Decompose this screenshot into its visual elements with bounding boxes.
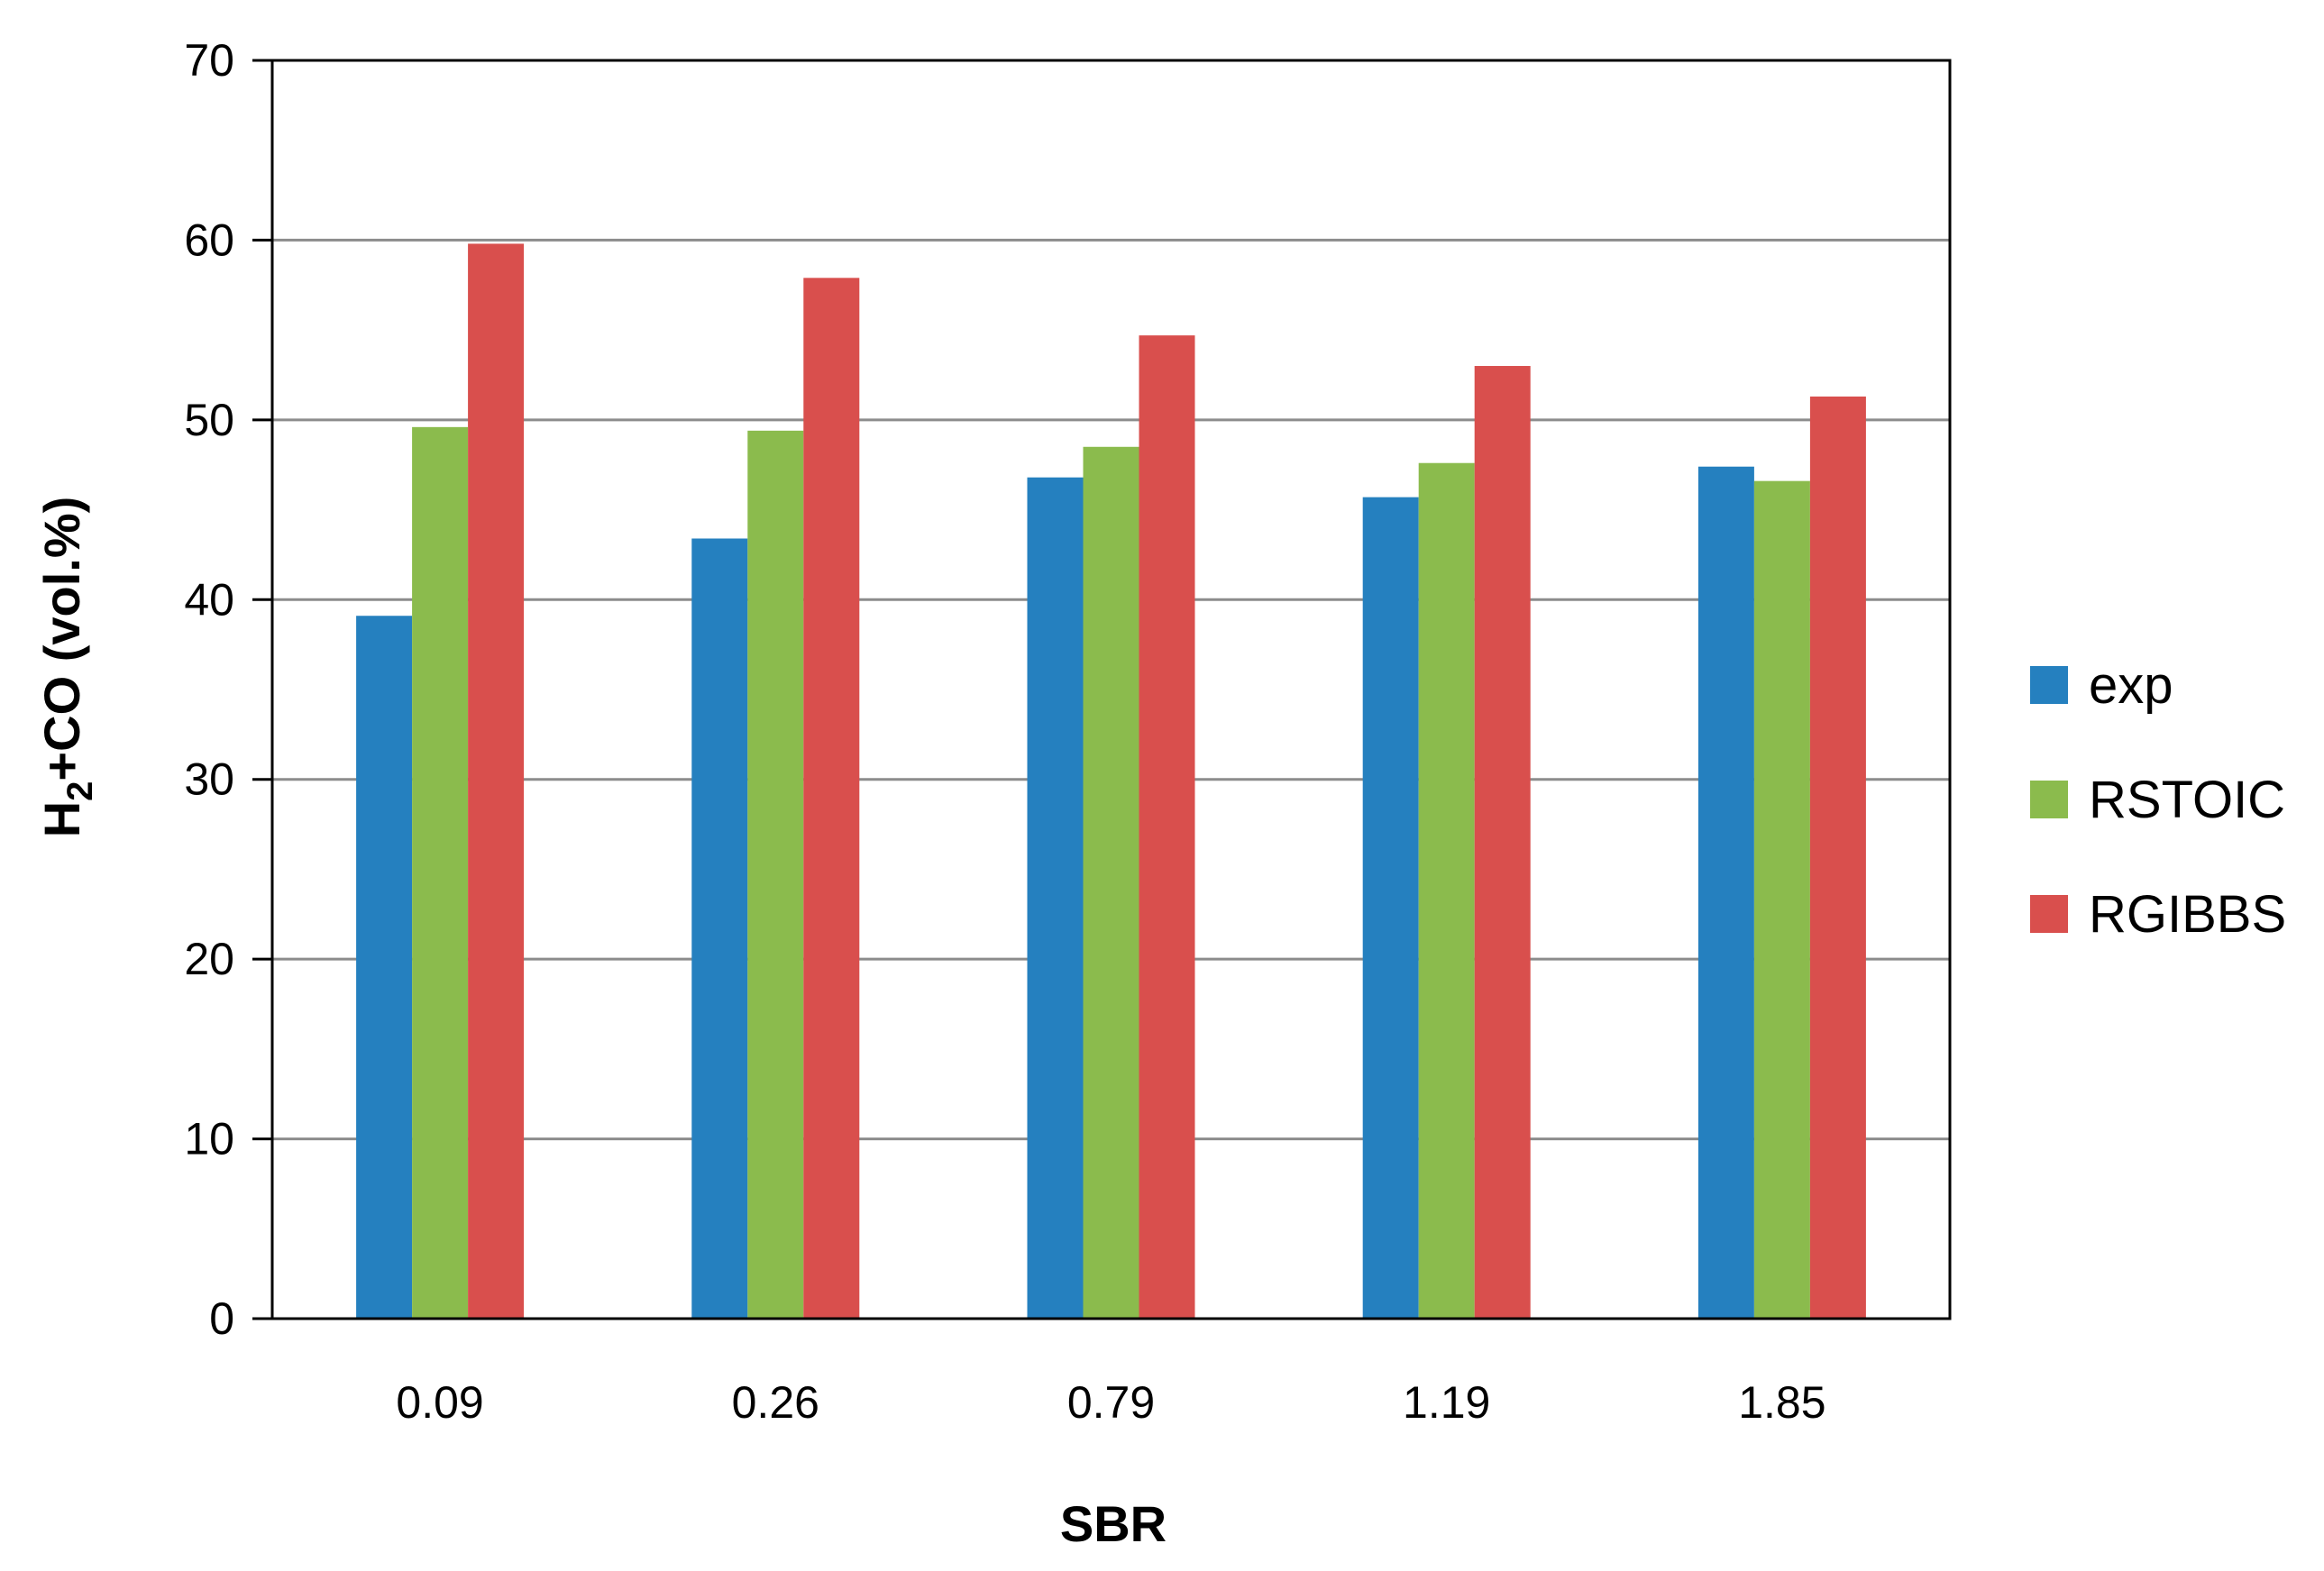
- bar-rstoic-0.26: [747, 430, 804, 1319]
- y-tick-label: 50: [184, 395, 234, 445]
- legend-label: exp: [2089, 656, 2173, 715]
- bar-rgibbs-0.09: [468, 243, 525, 1320]
- y-axis-title-part: H: [33, 801, 90, 837]
- x-axis-title: SBR: [1060, 1495, 1167, 1552]
- legend-label: RSTOIC: [2089, 771, 2285, 829]
- y-tick-label: 10: [184, 1114, 234, 1165]
- bar-exp-0.79: [1027, 477, 1084, 1319]
- y-tick-label: 40: [184, 574, 234, 625]
- legend-swatch-exp: [2030, 666, 2068, 704]
- bar-exp-1.19: [1362, 497, 1419, 1319]
- legend-swatch-rstoic: [2030, 781, 2068, 818]
- legend-label: RGIBBS: [2089, 885, 2286, 944]
- y-tick-label: 70: [184, 35, 234, 86]
- bar-rstoic-0.09: [412, 426, 469, 1319]
- x-tick-label: 1.85: [1738, 1377, 1825, 1428]
- x-tick-label: 1.19: [1403, 1377, 1490, 1428]
- bars: [356, 243, 1866, 1320]
- bar-rgibbs-1.85: [1809, 396, 1866, 1320]
- bar-exp-0.26: [691, 538, 748, 1319]
- axes: [270, 59, 1952, 1320]
- y-axis-title: H2+CO (vol.%): [33, 497, 100, 838]
- y-tick-label: 60: [184, 215, 234, 265]
- legend: exp RSTOIC RGIBBS: [2030, 656, 2286, 944]
- y-tick-labels: 0 10 20 30 40 50 60 70: [184, 35, 234, 1344]
- legend-item: exp: [2030, 656, 2173, 715]
- x-tick-label: 0.79: [1067, 1377, 1155, 1428]
- bar-rgibbs-1.19: [1474, 366, 1531, 1319]
- x-tick-label: 0.26: [732, 1377, 819, 1428]
- y-tick-label: 0: [209, 1293, 234, 1344]
- legend-item: RSTOIC: [2030, 771, 2285, 829]
- bar-rstoic-1.85: [1753, 480, 1810, 1319]
- y-axis-title-subscript: 2: [60, 781, 100, 801]
- bar-rstoic-0.79: [1083, 446, 1139, 1319]
- legend-swatch-rgibbs: [2030, 895, 2068, 933]
- bar-exp-1.85: [1697, 466, 1754, 1319]
- legend-item: RGIBBS: [2030, 885, 2286, 944]
- x-tick-labels: 0.09 0.26 0.79 1.19 1.85: [396, 1377, 1825, 1428]
- bar-rstoic-1.19: [1418, 462, 1475, 1319]
- y-tick-label: 20: [184, 934, 234, 984]
- x-tick-label: 0.09: [396, 1377, 483, 1428]
- bar-rgibbs-0.79: [1139, 335, 1195, 1319]
- plot-area-frame: [270, 59, 1952, 1320]
- y-axis-title-part: +CO (vol.%): [33, 497, 90, 781]
- bar-rgibbs-0.26: [803, 278, 860, 1319]
- y-tick-label: 30: [184, 754, 234, 805]
- bar-exp-0.09: [356, 616, 413, 1319]
